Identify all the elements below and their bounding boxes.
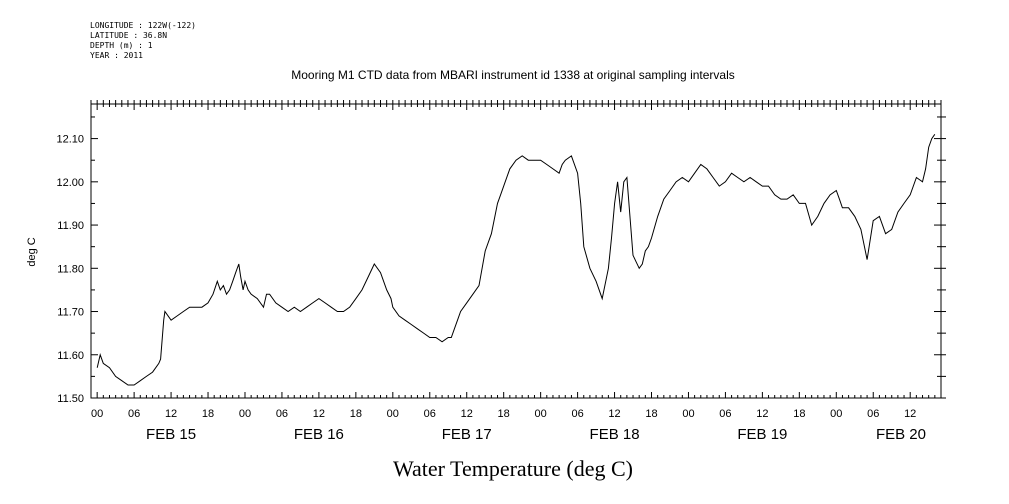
x-tick-label: 06: [424, 408, 436, 420]
x-tick-label: 00: [239, 408, 251, 420]
day-label: FEB 15: [146, 426, 196, 443]
x-tick-label: 00: [682, 408, 694, 420]
series-line: [96, 134, 936, 386]
longitude-label: LONGITUDE : 122W(-122): [90, 21, 196, 30]
y-tick-label: 12.00: [56, 177, 84, 189]
x-tick-label: 00: [387, 408, 399, 420]
x-tick-label: 12: [608, 408, 620, 420]
x-tick-label: 12: [165, 408, 177, 420]
x-tick-label: 06: [128, 408, 140, 420]
x-axis-label: Water Temperature (deg C): [393, 456, 633, 481]
x-tick-label: 18: [350, 408, 362, 420]
x-tick-label: 06: [719, 408, 731, 420]
day-label: FEB 16: [294, 426, 344, 443]
y-tick-label: 11.80: [57, 263, 84, 275]
mooring-metadata: LONGITUDE : 122W(-122) LATITUDE : 36.8N …: [90, 21, 196, 61]
x-tick-label: 18: [645, 408, 657, 420]
y-tick-label: 12.10: [56, 134, 84, 146]
day-label: FEB 17: [442, 426, 492, 443]
x-tick-label: 00: [830, 408, 842, 420]
y-axis-label: deg C: [26, 237, 38, 266]
day-label: FEB 18: [590, 426, 640, 443]
x-tick-label: 00: [91, 408, 103, 420]
depth-label: DEPTH (m) : 1: [90, 41, 153, 50]
x-tick-labels: 00 06 12 18 00 06 12 18 00 06 12 18 00 06 12 18 00 06 12 18…: [91, 408, 916, 420]
x-tick-label: 18: [498, 408, 510, 420]
x-tick-label: 00: [535, 408, 547, 420]
y-tick-label: 11.90: [57, 220, 84, 232]
x-tick-label: 06: [571, 408, 583, 420]
y-tick-label: 11.50: [57, 393, 84, 405]
day-label: FEB 20: [876, 426, 926, 443]
x-tick-label: 18: [793, 408, 805, 420]
chart-title: Mooring M1 CTD data from MBARI instrumen…: [291, 68, 735, 82]
axis-ticks: [90, 100, 946, 399]
x-tick-label: 18: [202, 408, 214, 420]
x-tick-label: 06: [867, 408, 879, 420]
y-tick-label: 11.60: [57, 350, 84, 362]
day-label: FEB 19: [737, 426, 787, 443]
y-tick-labels: 11.50 11.60 11.70 11.80 11.90 12.00 12.10: [56, 134, 84, 405]
x-tick-label: 12: [756, 408, 768, 420]
year-label: YEAR : 2011: [90, 51, 143, 60]
x-tick-label: 06: [276, 408, 288, 420]
x-tick-label: 12: [904, 408, 916, 420]
x-tick-label: 12: [313, 408, 325, 420]
y-tick-label: 11.70: [57, 307, 84, 319]
day-labels: FEB 15 FEB 16 FEB 17 FEB 18 FEB 19 FEB 20: [146, 426, 926, 443]
latitude-label: LATITUDE : 36.8N: [90, 31, 168, 40]
plot-frame: [90, 103, 942, 399]
x-tick-label: 12: [461, 408, 473, 420]
